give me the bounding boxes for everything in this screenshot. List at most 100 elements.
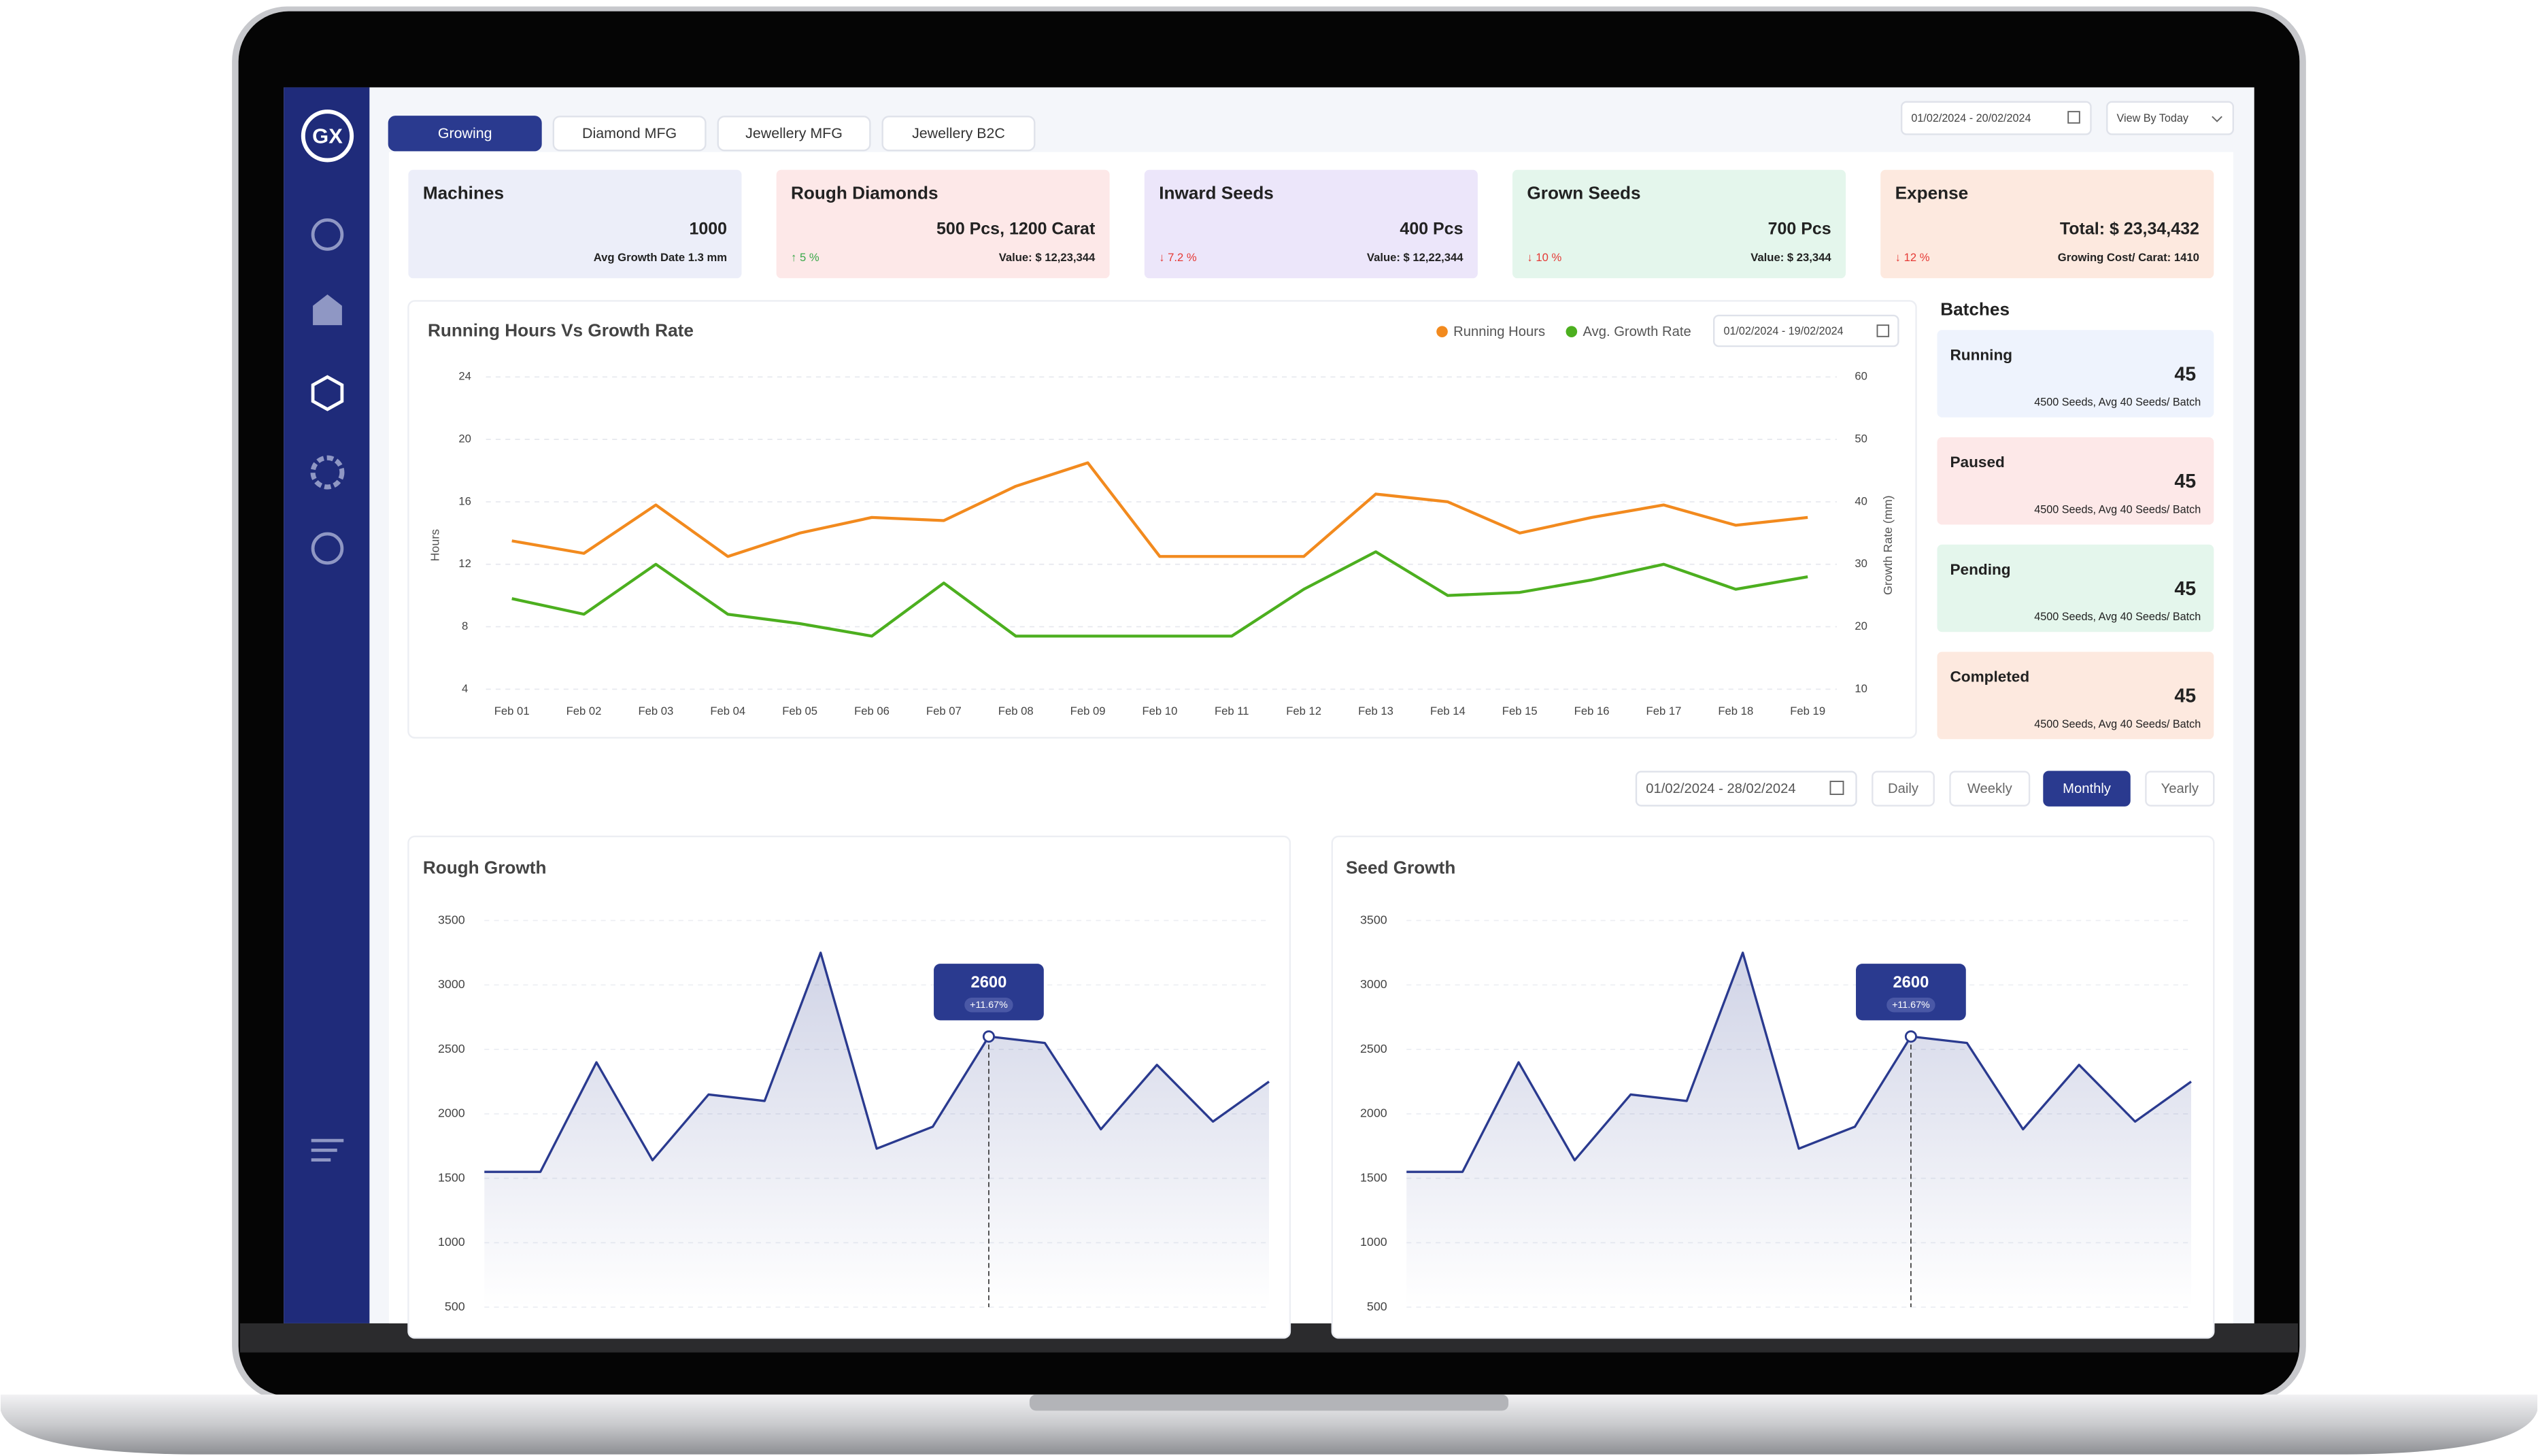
period-button[interactable]	[2145, 771, 2215, 807]
y-tick-label: 16	[458, 494, 471, 507]
y-tick-label: 20	[458, 432, 471, 445]
line-series	[511, 550, 1808, 638]
period-button[interactable]	[1872, 771, 1935, 807]
batch-card	[1937, 544, 2214, 632]
kpi-change: ↓ 7.2 %	[1159, 251, 1197, 264]
tooltip	[934, 964, 1044, 1021]
date-range: 01/02/2024 - 20/02/2024	[1911, 112, 2031, 124]
area-fill	[1406, 952, 2191, 1308]
kpi-detail: Value: $ 12,22,344	[1367, 251, 1463, 264]
chevron	[2212, 116, 2222, 122]
kpi-title: Rough Diamonds	[791, 182, 938, 203]
kpi-detail: Value: $ 12,23,344	[999, 251, 1096, 264]
kpi-card	[1144, 169, 1478, 279]
calendar-icon	[1829, 781, 1844, 795]
base-notch	[1029, 1394, 1509, 1411]
kpi-value: 1000	[690, 219, 728, 238]
highlight-point	[982, 1030, 995, 1043]
kpi-value: 400 Pcs	[1400, 219, 1463, 238]
y-tick-label: 24	[458, 370, 471, 383]
y2-axis-label: Growth Rate (mm)	[1881, 495, 1895, 595]
tab[interactable]	[552, 116, 707, 152]
logo-ring	[301, 109, 354, 163]
y-tick-label: 1500	[438, 1170, 465, 1184]
x-tick-label: Feb 19	[1790, 705, 1825, 717]
y2-tick-label: 40	[1855, 494, 1867, 507]
line-chart-card	[407, 300, 1917, 739]
tooltip-change: +11.67%	[970, 1000, 1008, 1011]
y-tick-label: 1500	[1360, 1170, 1387, 1184]
batch-count: 45	[2174, 578, 2196, 600]
batch-label: Completed	[1950, 668, 2030, 685]
date-picker[interactable]	[1713, 314, 1899, 348]
x-tick-label: Feb 01	[494, 705, 530, 717]
kpi-change: ↑ 5 %	[791, 251, 819, 264]
tooltip	[1856, 964, 1966, 1021]
batch-count: 45	[2174, 363, 2196, 385]
chart-title: Running Hours Vs Growth Rate	[428, 320, 694, 341]
date-picker[interactable]	[1900, 101, 2092, 135]
batch-count: 45	[2174, 471, 2196, 492]
period-label: Weekly	[1967, 781, 2013, 796]
batch-label: Paused	[1950, 454, 2005, 471]
batch-detail: 4500 Seeds, Avg 40 Seeds/ Batch	[2034, 718, 2201, 730]
view-by: View By Today	[2117, 112, 2189, 124]
kpi-detail: Growing Cost/ Carat: 1410	[2058, 251, 2199, 264]
kpi-card	[1880, 169, 2214, 279]
batch-detail: 4500 Seeds, Avg 40 Seeds/ Batch	[2034, 503, 2201, 515]
kpi-value: 500 Pcs, 1200 Carat	[936, 219, 1096, 238]
tab[interactable]	[881, 116, 1036, 152]
area-fill	[484, 952, 1269, 1308]
tab-label: Jewellery MFG	[745, 125, 843, 141]
period-label: Yearly	[2161, 781, 2199, 796]
y-tick-label: 8	[462, 620, 468, 632]
nav-dashboard[interactable]	[311, 218, 344, 251]
y2-tick-label: 60	[1855, 370, 1867, 383]
x-tick-label: Feb 07	[926, 705, 962, 717]
kpi-card	[408, 169, 742, 279]
tab[interactable]	[388, 116, 542, 152]
period-button[interactable]	[2043, 771, 2131, 807]
batch-count: 45	[2174, 685, 2196, 707]
kpi-card	[1512, 169, 1846, 279]
y2-tick-label: 10	[1855, 682, 1867, 695]
y-tick-label: 4	[462, 682, 468, 695]
tooltip-value: 2600	[1893, 973, 1929, 992]
nav-collapse[interactable]	[311, 1138, 344, 1162]
y-tick-label: 1000	[1360, 1235, 1387, 1249]
x-tick-label: Feb 06	[854, 705, 890, 717]
kpi-change: ↓ 12 %	[1895, 251, 1930, 264]
nav-growing[interactable]	[311, 375, 344, 411]
x-tick-label: Feb 02	[566, 705, 602, 717]
batch-detail: 4500 Seeds, Avg 40 Seeds/ Batch	[2034, 396, 2201, 409]
legend-label: Avg. Growth Rate	[1583, 324, 1691, 339]
period-button[interactable]	[1949, 771, 2031, 807]
nav-power[interactable]	[311, 532, 344, 565]
kpi-title: Expense	[1895, 182, 1969, 203]
nav-settings[interactable]	[310, 455, 345, 490]
y-tick-label: 1000	[438, 1235, 465, 1249]
y-tick-label: 3000	[438, 977, 465, 991]
batch-detail: 4500 Seeds, Avg 40 Seeds/ Batch	[2034, 611, 2201, 623]
nav-finance[interactable]	[313, 294, 342, 326]
view-select[interactable]	[2106, 101, 2235, 135]
x-tick-label: Feb 17	[1646, 705, 1682, 717]
line-series	[511, 461, 1808, 558]
y-tick-label: 3500	[1360, 913, 1387, 926]
kpi-title: Grown Seeds	[1527, 182, 1640, 203]
tab-label: Growing	[438, 125, 492, 141]
batch-label: Running	[1950, 346, 2013, 363]
tab[interactable]	[717, 116, 871, 152]
x-tick-label: Feb 11	[1215, 705, 1249, 717]
date-picker[interactable]	[1635, 771, 1857, 807]
x-tick-label: Feb 05	[782, 705, 817, 717]
y2-tick-label: 20	[1855, 620, 1867, 632]
y-tick-label: 500	[445, 1300, 465, 1313]
y-tick-label: 2500	[1360, 1042, 1387, 1055]
batch-card	[1937, 330, 2214, 418]
legend-label: Running Hours	[1453, 324, 1545, 339]
highlight-point	[1904, 1030, 1917, 1043]
period-label: Monthly	[2063, 781, 2112, 796]
